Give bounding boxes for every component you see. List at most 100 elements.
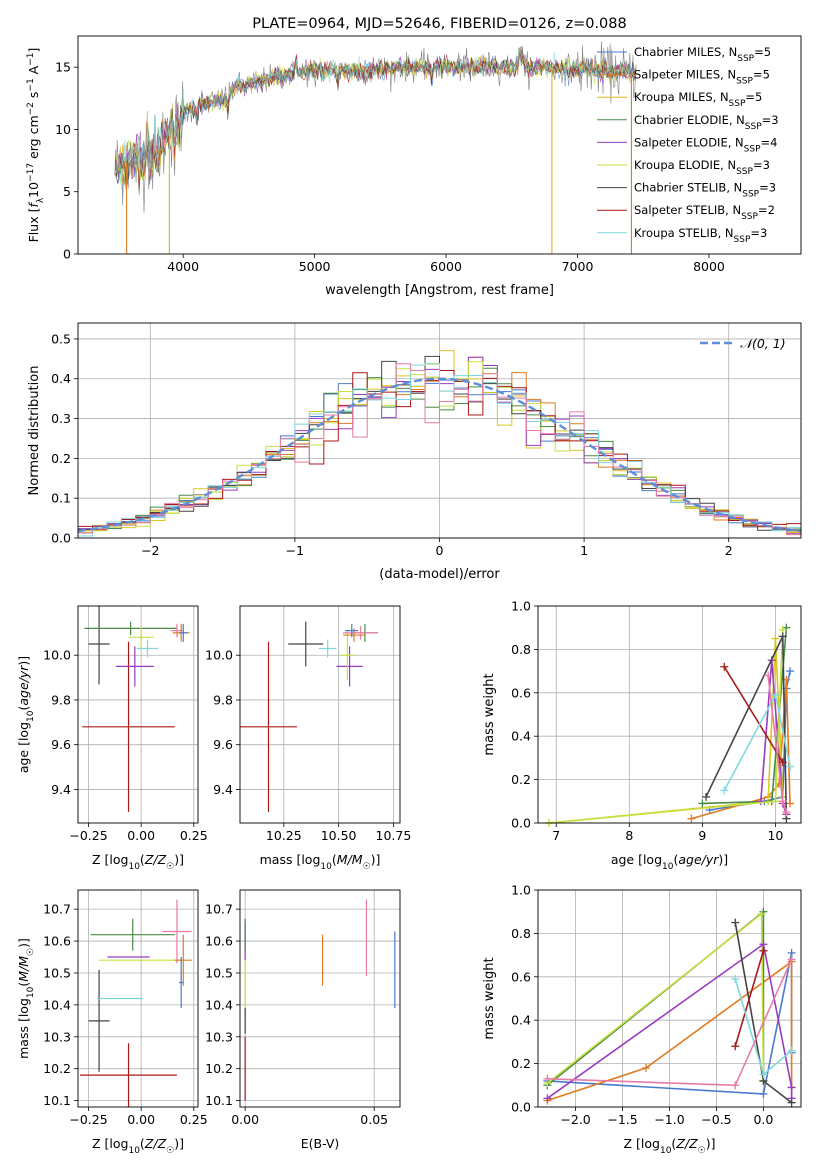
y-tick-label: 0.6 — [511, 685, 531, 700]
x-tick-label: 9 — [698, 828, 706, 843]
y-tick-label: 9.8 — [51, 692, 71, 707]
y-axis-label: mass [log10(M/M☉)] — [16, 938, 36, 1059]
y-tick-label: 10.0 — [43, 648, 71, 663]
age-vs-Z-axes: −0.25 0.00 0.25 9.4 9.6 9.8 10.0 — [43, 606, 208, 843]
series-marker — [787, 1046, 796, 1055]
mass-weight-vs-age-frame — [537, 605, 802, 824]
mass-weight-series — [723, 666, 784, 763]
x-axis-label: age [log10(age/yr)] — [611, 852, 728, 872]
errorbar-point — [179, 957, 184, 1009]
mass-vs-Z-frame — [77, 889, 199, 1108]
legend-entry: Chabrier MILES, NSSP=5 — [634, 45, 771, 64]
residuals-frame — [77, 322, 802, 539]
errorbar-point — [336, 646, 363, 687]
x-axis-label: Z [log10(Z/Z☉)] — [92, 1136, 184, 1156]
errorbar-point — [179, 623, 188, 642]
errorbar-point — [240, 641, 297, 812]
errorbar-point — [162, 899, 192, 964]
mass-weight-series — [547, 960, 793, 1102]
x-tick-label: −0.25 — [69, 828, 107, 843]
y-tick-label: 10.6 — [43, 934, 71, 949]
series-marker — [778, 632, 787, 641]
errorbar-point — [288, 621, 324, 667]
mass-vs-ebv-frame — [239, 889, 401, 1108]
x-tick-label: −0.5 — [701, 1112, 731, 1127]
series-marker — [642, 1063, 651, 1072]
y-tick-label: 9.6 — [213, 737, 233, 752]
series-marker — [759, 1089, 768, 1098]
y-axis-label: mass weight — [482, 957, 497, 1039]
series-marker — [759, 946, 768, 955]
mass-weight-series — [546, 942, 793, 1099]
errorbar-point — [80, 1043, 177, 1107]
x-tick-label: −1.0 — [654, 1112, 684, 1127]
x-tick-label: 0.05 — [360, 1112, 388, 1127]
y-tick-label: 10.1 — [43, 1093, 71, 1108]
spectrum-frame — [77, 35, 802, 255]
series-marker — [731, 974, 740, 983]
x-tick-label: 1 — [580, 543, 588, 558]
x-tick-label: 10 — [767, 828, 783, 843]
x-tick-label: 7 — [552, 828, 560, 843]
x-axis-label: (data-model)/error — [379, 567, 500, 582]
y-tick-label: 0.1 — [51, 491, 71, 506]
mass-weight-series — [548, 629, 784, 823]
x-tick-label: −0.25 — [69, 1112, 107, 1127]
x-tick-label: 0.25 — [180, 828, 208, 843]
histogram-series — [78, 362, 801, 537]
y-tick-label: 10.5 — [205, 965, 233, 980]
age-vs-mass-axes: 10.25 10.50 10.75 9.4 9.6 9.8 10.0 — [205, 606, 411, 843]
series-marker — [687, 814, 696, 823]
x-tick-label: 0 — [436, 543, 444, 558]
y-tick-label: 10.7 — [205, 902, 233, 917]
age-vs-mass-frame — [239, 605, 401, 824]
errorbar-point — [88, 606, 110, 685]
y-tick-label: 10.5 — [43, 965, 71, 980]
errorbar-point — [128, 626, 154, 649]
y-tick-label: 0 — [63, 247, 71, 262]
series-marker — [731, 1042, 740, 1051]
series-marker — [720, 662, 729, 671]
y-tick-label: 0.0 — [511, 816, 531, 831]
series-marker — [720, 786, 729, 795]
legend-entry: 𝒩(0, 1) — [740, 336, 786, 351]
series-marker — [786, 799, 795, 808]
series-marker — [771, 634, 780, 643]
y-tick-label: 0.4 — [511, 1013, 531, 1028]
x-tick-label: 7000 — [562, 259, 594, 274]
chart-title: PLATE=0964, MJD=52646, FIBERID=0126, z=0… — [252, 16, 626, 32]
x-axis-label: E(B-V) — [301, 1136, 340, 1151]
errorbar-point — [90, 918, 175, 951]
y-tick-label: 9.6 — [51, 737, 71, 752]
legend-entry: Kroupa STELIB, NSSP=3 — [634, 226, 767, 245]
series-marker — [543, 1094, 552, 1103]
y-tick-label: 9.4 — [213, 782, 233, 797]
series-marker — [731, 918, 740, 927]
y-tick-label: 10.3 — [205, 1029, 233, 1044]
y-tick-label: 1.0 — [511, 883, 531, 898]
y-tick-label: 0.8 — [511, 642, 531, 657]
x-axis-label: Z [log10(Z/Z☉)] — [92, 852, 184, 872]
x-tick-label: 0.00 — [231, 1112, 259, 1127]
series-marker — [787, 1098, 796, 1107]
x-tick-label: 10.75 — [376, 828, 412, 843]
y-tick-label: 0.4 — [51, 371, 71, 386]
series-marker — [759, 1070, 768, 1079]
y-tick-label: 1.0 — [511, 599, 531, 614]
errorbar-point — [318, 639, 337, 658]
series-marker — [778, 797, 787, 806]
y-axis-label: Normed distribution — [27, 366, 42, 496]
y-tick-label: 0.0 — [511, 1100, 531, 1115]
legend-entry: Kroupa ELODIE, NSSP=3 — [634, 158, 770, 177]
legend-entry: Chabrier ELODIE, NSSP=3 — [634, 113, 779, 132]
legend: Chabrier MILES, NSSP=5 Salpeter MILES, NS… — [597, 45, 779, 245]
x-tick-label: 10.50 — [321, 828, 357, 843]
x-tick-label: −2 — [141, 543, 159, 558]
y-tick-label: 0.2 — [511, 1056, 531, 1071]
x-tick-label: 0.00 — [127, 1112, 155, 1127]
series-marker — [764, 671, 773, 680]
x-tick-label: 2 — [725, 543, 733, 558]
y-tick-label: 0.5 — [51, 331, 71, 346]
series-marker — [698, 799, 707, 808]
series-marker — [731, 1081, 740, 1090]
